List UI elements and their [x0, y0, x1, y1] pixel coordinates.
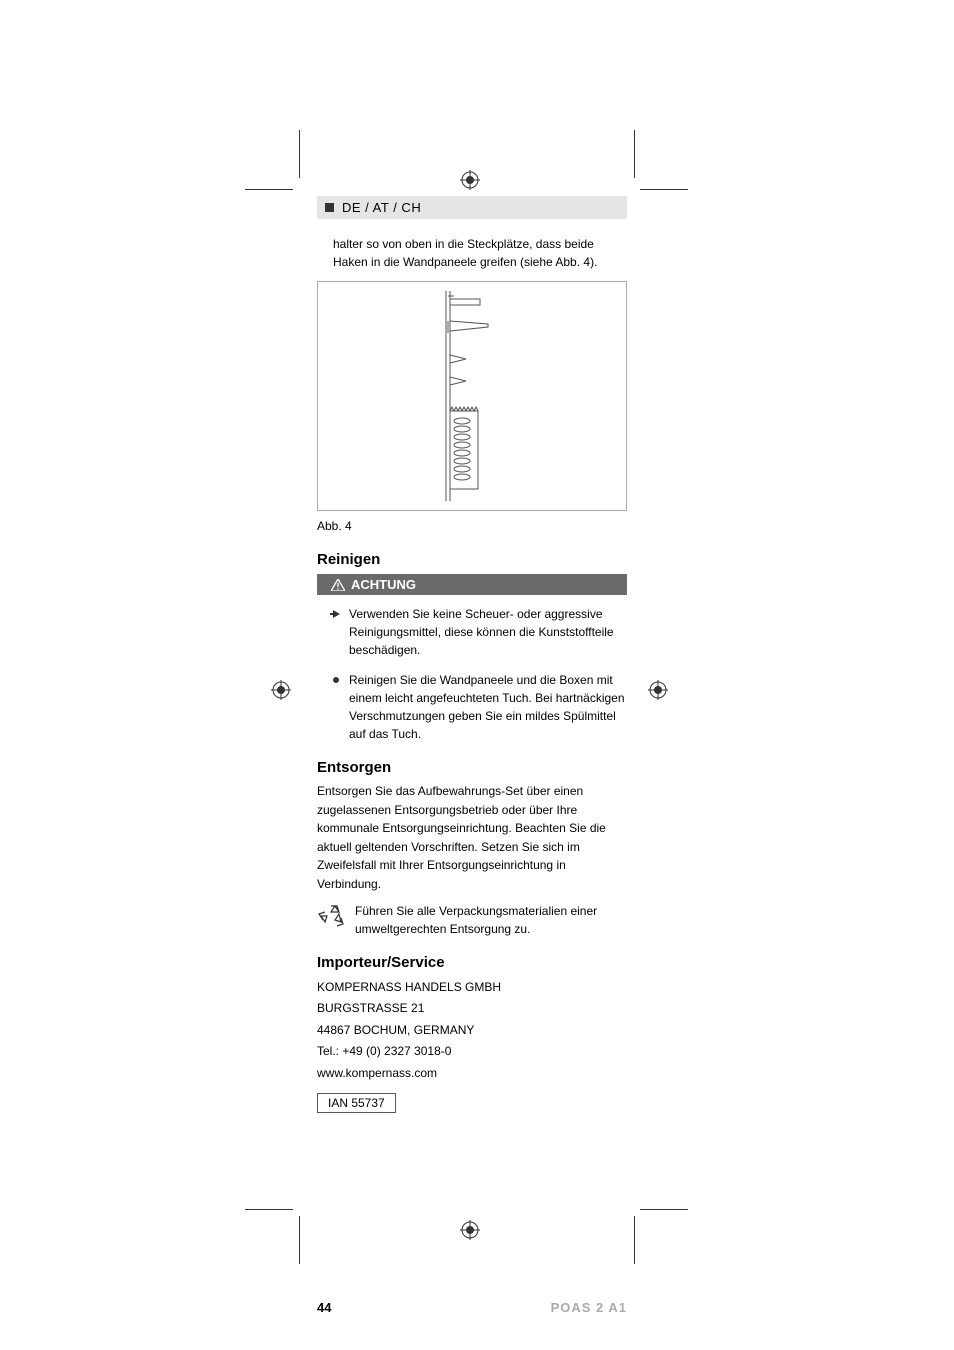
figure-4 — [317, 281, 627, 511]
page-footer: 44 POAS 2 A1 — [317, 1300, 627, 1315]
page-content: DE / AT / CH halter so von oben in die S… — [317, 196, 627, 1129]
region-header: DE / AT / CH — [317, 196, 627, 219]
entsorgen-body: Entsorgen Sie das Aufbewahrungs-Set über… — [317, 782, 627, 894]
achtung-label: ACHTUNG — [351, 577, 416, 592]
company-web: www.kompernass.com — [317, 1063, 627, 1085]
company-street: BURGSTRASSE 21 — [317, 998, 627, 1020]
company-tel: Tel.: +49 (0) 2327 3018-0 — [317, 1041, 627, 1063]
wall-panel-diagram-icon — [432, 291, 512, 501]
region-label: DE / AT / CH — [342, 200, 421, 215]
intro-text: halter so von oben in die Steckplätze, d… — [317, 235, 627, 271]
reinigen-note-2: Reinigen Sie die Wandpaneele und die Box… — [317, 671, 627, 743]
company-city: 44867 BOCHUM, GERMANY — [317, 1020, 627, 1042]
register-mark-left-icon — [271, 680, 291, 700]
recycle-text: Führen Sie alle Verpackungsmaterialien e… — [355, 902, 627, 938]
section-importeur: Importeur/Service KOMPERNASS HANDELS GMB… — [317, 954, 627, 1113]
reinigen-title: Reinigen — [317, 551, 627, 568]
importeur-title: Importeur/Service — [317, 954, 627, 971]
figure-caption: Abb. 4 — [317, 519, 627, 533]
register-mark-top-icon — [460, 170, 480, 190]
ian-box: IAN 55737 — [317, 1093, 396, 1113]
achtung-bar: ACHTUNG — [317, 574, 627, 595]
model-label: POAS 2 A1 — [551, 1300, 627, 1315]
reinigen-note-1: Verwenden Sie keine Scheuer- oder aggres… — [317, 605, 627, 659]
entsorgen-title: Entsorgen — [317, 759, 627, 776]
section-entsorgen: Entsorgen Entsorgen Sie das Aufbewahrung… — [317, 759, 627, 938]
header-square-icon — [325, 203, 334, 212]
page-number: 44 — [317, 1300, 331, 1315]
register-mark-right-icon — [648, 680, 668, 700]
register-mark-bottom-icon — [460, 1220, 480, 1240]
company-name: KOMPERNASS HANDELS GMBH — [317, 977, 627, 999]
warning-triangle-icon — [331, 579, 345, 591]
recycle-icon — [317, 902, 347, 930]
section-reinigen: Reinigen ACHTUNG Verwenden Sie keine Sch… — [317, 551, 627, 743]
